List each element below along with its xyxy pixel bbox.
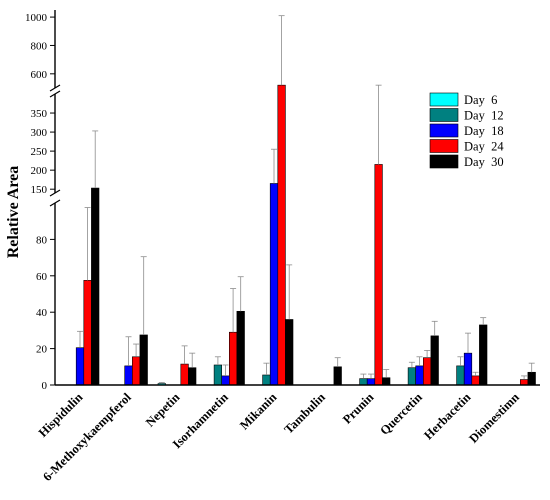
category-label: Hispidulin: [36, 390, 86, 440]
bar-mikanin-day-18: [269, 183, 279, 386]
y-tick-label: 20: [36, 344, 48, 356]
bar-prunin-day-24: [374, 164, 383, 386]
y-tick-label: 0: [42, 380, 48, 392]
axis-break-mark: [49, 90, 61, 98]
y-tick-label: 300: [31, 127, 48, 139]
bar-herbacetin-day-12: [456, 365, 465, 386]
legend-label: Day 30: [464, 155, 504, 169]
bar-quercetin-day-12: [407, 367, 417, 386]
bar-nepetin-day-24: [180, 363, 189, 386]
legend-label: Day 18: [464, 124, 504, 138]
bar-quercetin-day-30: [430, 335, 439, 386]
bar-quercetin-day-24: [422, 357, 432, 386]
y-tick-label: 80: [36, 234, 48, 246]
category-label: Tambulin: [281, 390, 327, 436]
bar-mikanin-day-24: [277, 84, 286, 386]
y-tick-label: 200: [31, 165, 48, 177]
bar-isorhamnetin-day-24: [229, 331, 238, 386]
legend-swatch: [429, 123, 459, 138]
bar-isorhamnetin-day-18: [221, 375, 230, 386]
bar-herbacetin-day-30: [479, 324, 488, 386]
bar-6-methoxykaempferol-day-18: [124, 365, 133, 386]
y-tick-label: 800: [31, 40, 48, 52]
bar-diomestimn-day-30: [527, 371, 536, 386]
category-label: 6-Methoxykaempferol: [40, 390, 134, 484]
bar-hispidulin-day-30: [91, 187, 100, 386]
category-label: Mikanin: [237, 390, 279, 432]
bar-prunin-day-18: [366, 378, 376, 386]
axis-break-mark: [49, 199, 61, 207]
bar-6-methoxykaempferol-day-30: [139, 334, 148, 386]
y-tick-label: 60: [36, 271, 48, 283]
bar-quercetin-day-18: [415, 365, 424, 386]
category-label: Herbacetin: [421, 390, 473, 442]
y-tick-label: 40: [36, 307, 48, 319]
bar-mikanin-day-30: [285, 319, 294, 386]
legend-swatch: [429, 139, 459, 153]
category-label: Diomestimn: [466, 390, 522, 446]
bar-prunin-day-30: [382, 377, 391, 386]
bar-nepetin-day-30: [188, 367, 197, 386]
y-tick-label: 150: [31, 184, 48, 196]
axes-layer: 0 20 40 60 80 150 200 250 300 350 600 800 1000: [25, 10, 540, 392]
legend-label: Day 12: [464, 109, 504, 123]
bar-hispidulin-day-18: [75, 347, 85, 386]
y-tick-label: 350: [31, 108, 48, 120]
legend-swatch: [429, 108, 459, 122]
bar-mikanin-day-12: [262, 374, 271, 386]
legend-swatch: [429, 154, 459, 169]
axis-break-mark: [49, 189, 61, 197]
y-axis-title: Relative Area: [5, 166, 22, 259]
y-tick-label: 600: [31, 69, 48, 81]
bar-isorhamnetin-day-30: [236, 310, 245, 386]
bar-prunin-day-12: [359, 378, 368, 386]
category-label: Quercetin: [377, 390, 425, 438]
y-tick-label: 250: [31, 146, 48, 158]
bar-tambulin-day-30: [333, 366, 342, 386]
bar-6-methoxykaempferol-day-24: [132, 356, 141, 386]
y-tick-label: 1000: [25, 12, 48, 24]
legend-label: Day 24: [464, 140, 504, 154]
error-bars-layer: [77, 15, 535, 384]
bar-hispidulin-day-24: [83, 280, 92, 386]
bar-herbacetin-day-24: [471, 375, 480, 386]
bar-herbacetin-day-18: [463, 352, 473, 386]
legend-swatch: [429, 92, 459, 107]
bar-diomestimn-day-24: [519, 379, 529, 386]
bar-isorhamnetin-day-12: [213, 364, 223, 386]
legend-label: Day 6: [464, 93, 497, 107]
category-label: Nepetin: [143, 390, 182, 429]
category-label: Prunin: [340, 390, 376, 426]
axis-break-mark: [49, 84, 61, 92]
